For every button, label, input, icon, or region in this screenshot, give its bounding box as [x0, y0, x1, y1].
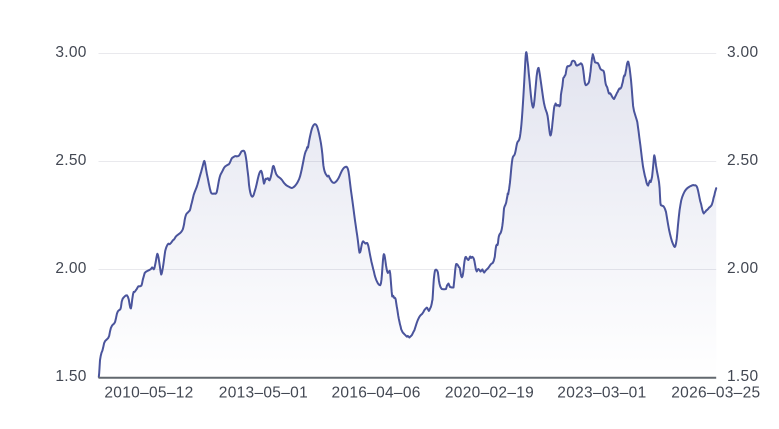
svg-text:1.50: 1.50	[727, 368, 758, 385]
svg-text:2.50: 2.50	[727, 152, 758, 169]
svg-text:2023–03–01: 2023–03–01	[557, 384, 646, 401]
svg-text:2026–03–25: 2026–03–25	[671, 384, 760, 401]
svg-text:2016–04–06: 2016–04–06	[331, 384, 420, 401]
svg-text:3.00: 3.00	[55, 44, 86, 61]
svg-text:2020–02–19: 2020–02–19	[445, 384, 534, 401]
svg-text:3.00: 3.00	[727, 44, 758, 61]
svg-text:2013–05–01: 2013–05–01	[219, 384, 308, 401]
svg-text:2.50: 2.50	[55, 152, 86, 169]
svg-text:2.00: 2.00	[727, 260, 758, 277]
svg-text:2010–05–12: 2010–05–12	[104, 384, 193, 401]
svg-text:2.00: 2.00	[55, 260, 86, 277]
svg-text:1.50: 1.50	[55, 368, 86, 385]
